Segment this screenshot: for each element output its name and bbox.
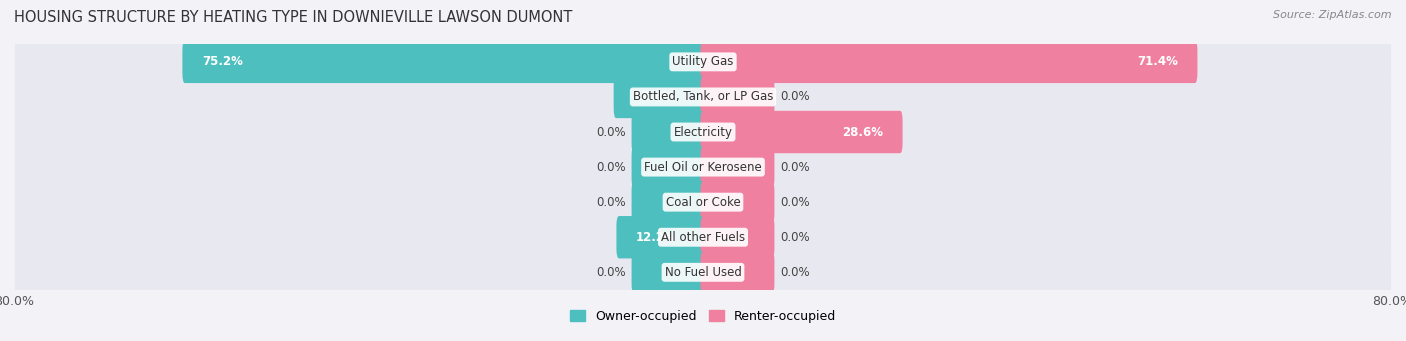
Text: 0.0%: 0.0% (780, 266, 810, 279)
FancyBboxPatch shape (700, 216, 775, 258)
FancyBboxPatch shape (616, 216, 706, 258)
FancyBboxPatch shape (631, 111, 706, 153)
Text: 71.4%: 71.4% (1137, 55, 1178, 68)
Text: All other Fuels: All other Fuels (661, 231, 745, 244)
FancyBboxPatch shape (183, 41, 706, 83)
Text: Fuel Oil or Kerosene: Fuel Oil or Kerosene (644, 161, 762, 174)
FancyBboxPatch shape (631, 251, 706, 294)
FancyBboxPatch shape (15, 241, 1391, 304)
FancyBboxPatch shape (631, 181, 706, 223)
Text: 0.0%: 0.0% (596, 161, 626, 174)
FancyBboxPatch shape (15, 170, 1391, 234)
FancyBboxPatch shape (15, 101, 1391, 164)
Legend: Owner-occupied, Renter-occupied: Owner-occupied, Renter-occupied (565, 305, 841, 328)
Text: 0.0%: 0.0% (780, 196, 810, 209)
FancyBboxPatch shape (613, 76, 706, 118)
FancyBboxPatch shape (700, 111, 903, 153)
FancyBboxPatch shape (15, 65, 1391, 129)
FancyBboxPatch shape (631, 146, 706, 188)
Text: Bottled, Tank, or LP Gas: Bottled, Tank, or LP Gas (633, 90, 773, 103)
FancyBboxPatch shape (15, 135, 1391, 199)
Text: 0.0%: 0.0% (596, 196, 626, 209)
Text: No Fuel Used: No Fuel Used (665, 266, 741, 279)
FancyBboxPatch shape (700, 251, 775, 294)
FancyBboxPatch shape (700, 41, 1198, 83)
Text: Source: ZipAtlas.com: Source: ZipAtlas.com (1274, 10, 1392, 20)
FancyBboxPatch shape (700, 181, 775, 223)
FancyBboxPatch shape (700, 76, 775, 118)
Text: 12.6%: 12.6% (634, 90, 675, 103)
Text: Utility Gas: Utility Gas (672, 55, 734, 68)
Text: 12.2%: 12.2% (636, 231, 676, 244)
FancyBboxPatch shape (15, 206, 1391, 269)
Text: HOUSING STRUCTURE BY HEATING TYPE IN DOWNIEVILLE LAWSON DUMONT: HOUSING STRUCTURE BY HEATING TYPE IN DOW… (14, 10, 572, 25)
Text: 0.0%: 0.0% (596, 266, 626, 279)
Text: 0.0%: 0.0% (596, 125, 626, 138)
Text: 0.0%: 0.0% (780, 231, 810, 244)
FancyBboxPatch shape (15, 30, 1391, 93)
Text: 75.2%: 75.2% (202, 55, 243, 68)
FancyBboxPatch shape (700, 146, 775, 188)
Text: Coal or Coke: Coal or Coke (665, 196, 741, 209)
Text: Electricity: Electricity (673, 125, 733, 138)
Text: 0.0%: 0.0% (780, 161, 810, 174)
Text: 0.0%: 0.0% (780, 90, 810, 103)
Text: 28.6%: 28.6% (842, 125, 883, 138)
